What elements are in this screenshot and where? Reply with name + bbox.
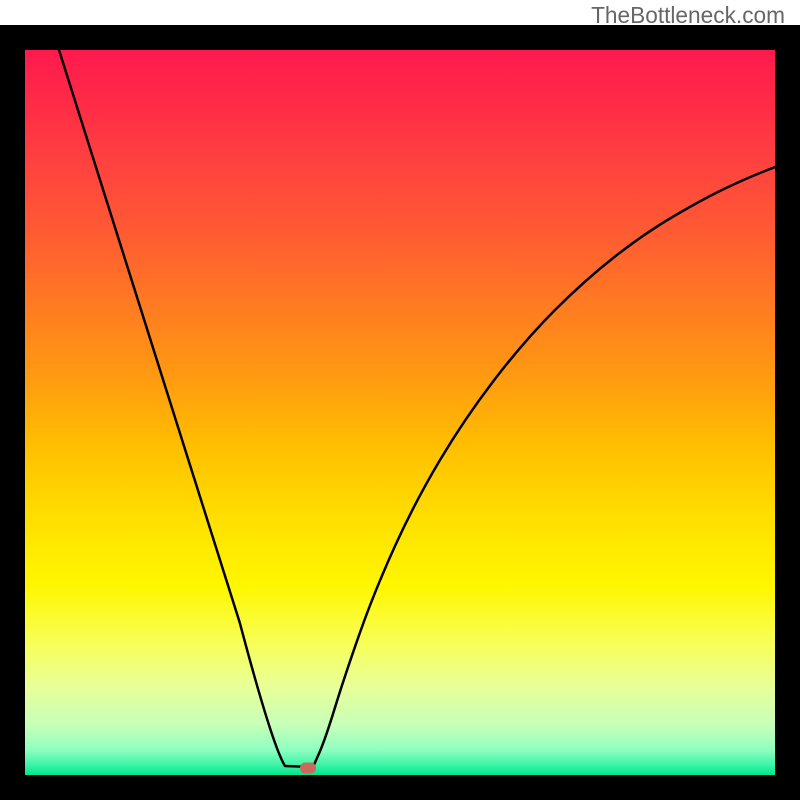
optimal-point-marker: [300, 763, 316, 774]
bottleneck-curve: [59, 50, 775, 767]
plot-area: [25, 50, 775, 775]
plot-svg: [25, 50, 775, 775]
chart-container: TheBottleneck.com: [0, 0, 800, 800]
